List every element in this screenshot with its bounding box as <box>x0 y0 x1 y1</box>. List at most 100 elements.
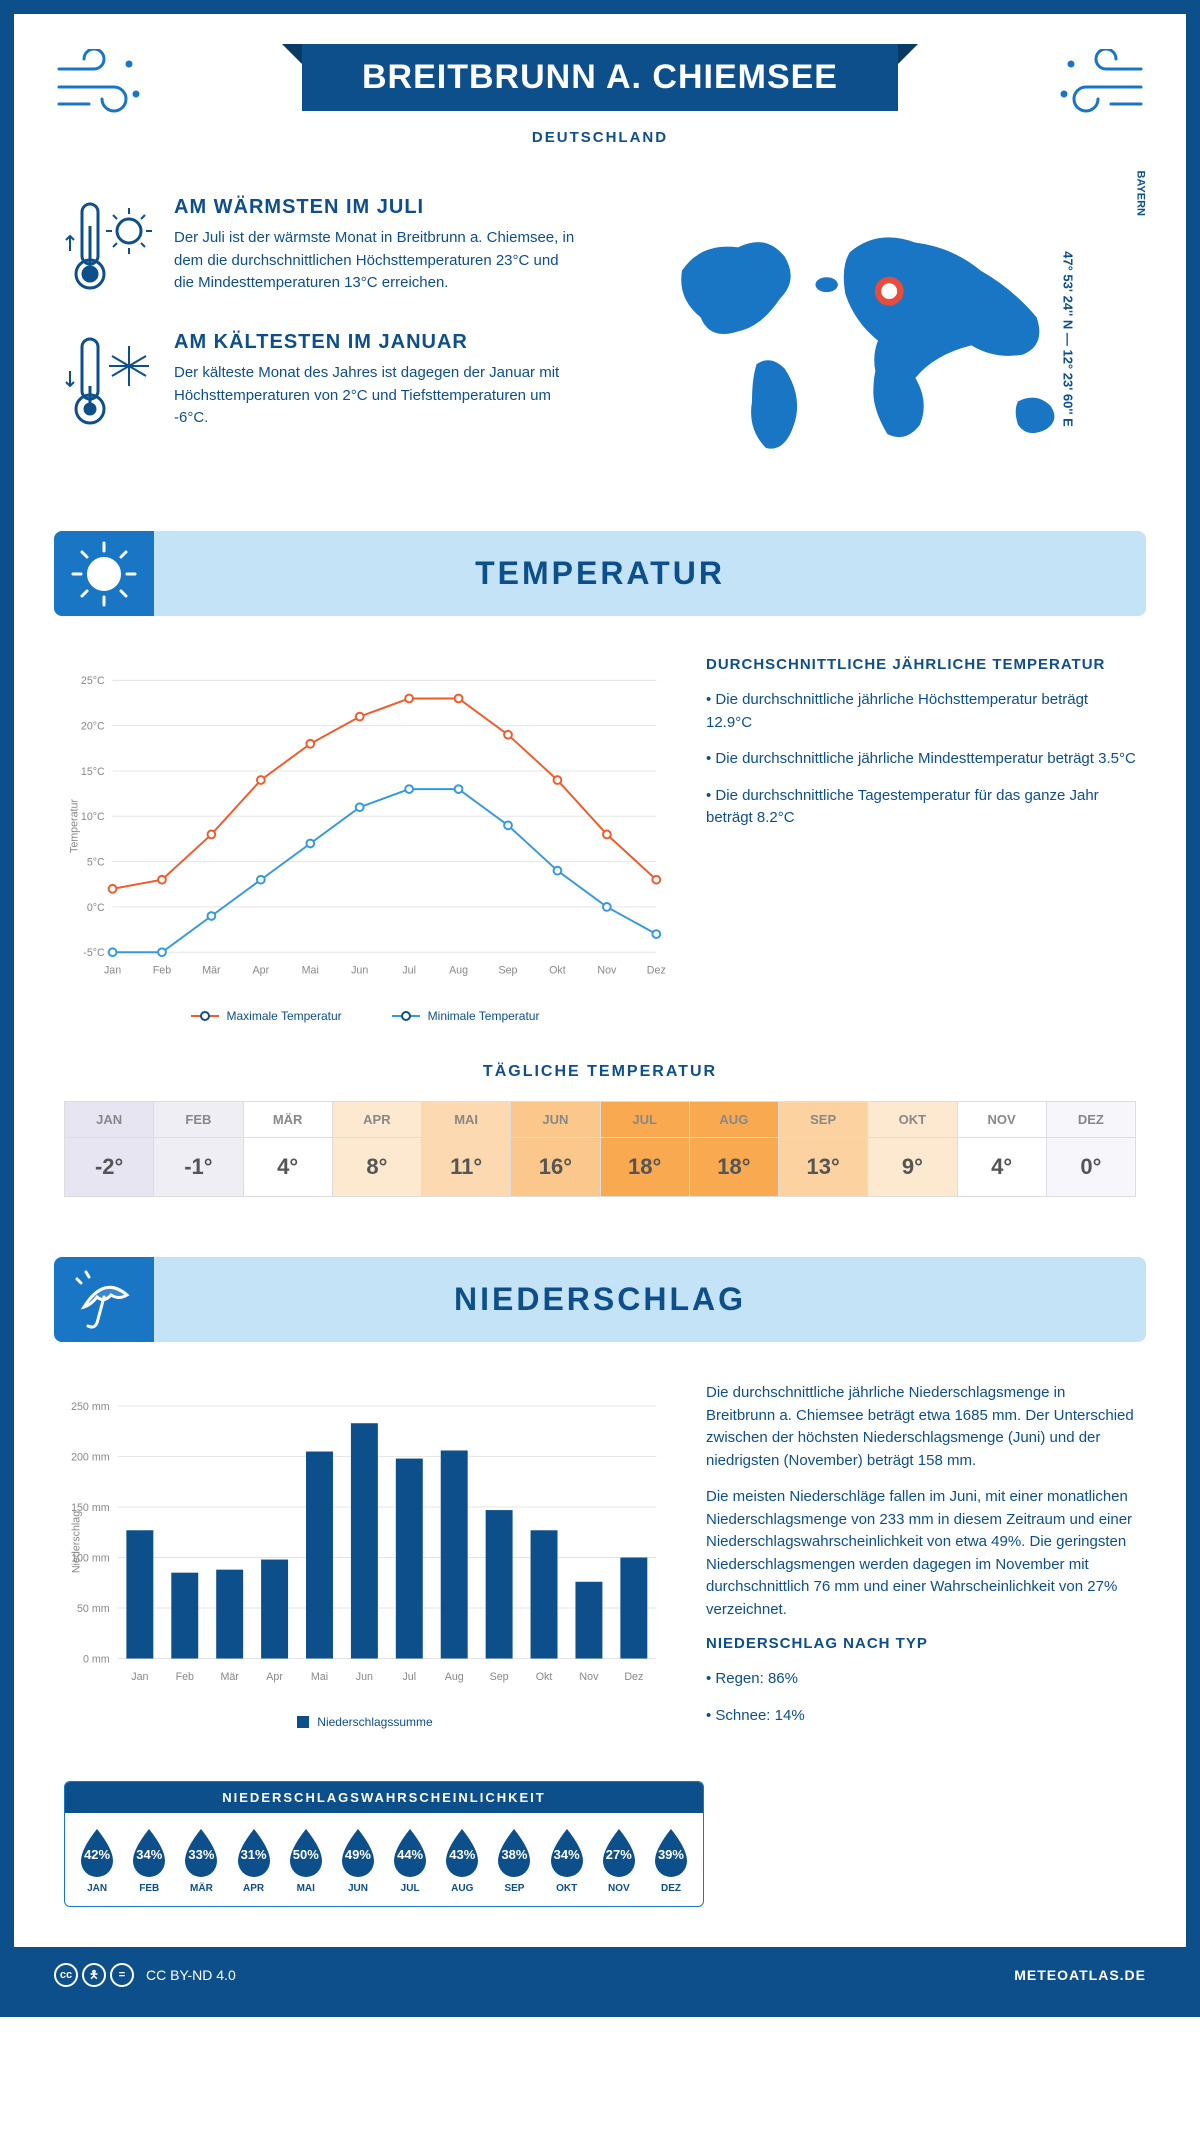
temp-content: -5°C0°C5°C10°C15°C20°C25°CJanFebMärAprMa… <box>14 636 1186 1043</box>
by-icon: 🯅 <box>82 1963 106 1987</box>
drop-month: JUN <box>334 1883 382 1894</box>
probability-drop: 49%JUN <box>334 1825 382 1894</box>
drop-pct: 34% <box>127 1847 171 1862</box>
svg-text:50 mm: 50 mm <box>77 1603 110 1615</box>
temp-bullet: • Die durchschnittliche Tagestemperatur … <box>706 785 1136 830</box>
temp-section-header: TEMPERATUR <box>54 531 1146 616</box>
temp-strip: JAN-2°FEB-1°MÄR4°APR8°MAI11°JUN16°JUL18°… <box>64 1101 1136 1197</box>
temp-cell-value: -1° <box>154 1138 242 1196</box>
temp-cell-value: 16° <box>511 1138 599 1196</box>
temp-cell: NOV4° <box>958 1102 1047 1196</box>
probability-drop: 27%NOV <box>595 1825 643 1894</box>
svg-text:200 mm: 200 mm <box>71 1451 110 1463</box>
temp-cell-month: MAI <box>422 1102 510 1138</box>
temp-cell-value: 18° <box>601 1138 689 1196</box>
world-map-icon <box>620 196 1136 476</box>
legend-max-label: Maximale Temperatur <box>227 1009 342 1023</box>
temp-cell-value: 4° <box>244 1138 332 1196</box>
temp-summary-title: DURCHSCHNITTLICHE JÄHRLICHE TEMPERATUR <box>706 656 1136 673</box>
drop-month: MAI <box>282 1883 330 1894</box>
svg-text:25°C: 25°C <box>81 675 105 687</box>
precip-text: Die durchschnittliche jährliche Niedersc… <box>706 1382 1136 1741</box>
svg-text:Aug: Aug <box>449 965 468 977</box>
drop-month: AUG <box>438 1883 486 1894</box>
temp-cell-month: JUL <box>601 1102 689 1138</box>
svg-text:10°C: 10°C <box>81 811 105 823</box>
temp-cell: DEZ0° <box>1047 1102 1135 1196</box>
svg-text:Dez: Dez <box>624 1671 643 1683</box>
temp-cell-month: SEP <box>779 1102 867 1138</box>
svg-text:Jul: Jul <box>402 1671 416 1683</box>
page-title: BREITBRUNN A. CHIEMSEE <box>302 44 898 111</box>
probability-title: NIEDERSCHLAGSWAHRSCHEINLICHKEIT <box>65 1782 703 1813</box>
temp-bullet: • Die durchschnittliche jährliche Mindes… <box>706 748 1136 771</box>
svg-text:0 mm: 0 mm <box>83 1653 110 1665</box>
svg-text:Aug: Aug <box>445 1671 464 1683</box>
temp-cell-month: DEZ <box>1047 1102 1135 1138</box>
probability-drop: 38%SEP <box>490 1825 538 1894</box>
cc-icon: cc <box>54 1963 78 1987</box>
cc-icons: cc 🯅 = <box>54 1963 134 1987</box>
footer-license: cc 🯅 = CC BY-ND 4.0 <box>54 1963 236 1987</box>
precip-heading: NIEDERSCHLAG <box>84 1281 1116 1318</box>
precip-section-header: NIEDERSCHLAG <box>54 1257 1146 1342</box>
temp-bullet: • Die durchschnittliche jährliche Höchst… <box>706 689 1136 734</box>
drop-pct: 34% <box>545 1847 589 1862</box>
temp-cell-value: 4° <box>958 1138 1046 1196</box>
coldest-title: AM KÄLTESTEN IM JANUAR <box>174 331 580 354</box>
temp-cell: MAI11° <box>422 1102 511 1196</box>
precip-legend: Niederschlagssumme <box>64 1715 666 1729</box>
thermometer-hot-icon <box>64 196 154 301</box>
temp-cell-month: NOV <box>958 1102 1046 1138</box>
intro-section: AM WÄRMSTEN IM JULI Der Juli ist der wär… <box>14 166 1186 511</box>
probability-drop: 31%APR <box>230 1825 278 1894</box>
drop-month: JUL <box>386 1883 434 1894</box>
svg-text:Nov: Nov <box>597 965 617 977</box>
temp-legend: .legend-swatch::after{border-color:inher… <box>64 1009 666 1023</box>
footer: cc 🯅 = CC BY-ND 4.0 METEOATLAS.DE <box>14 1947 1186 2003</box>
temp-cell-month: AUG <box>690 1102 778 1138</box>
temp-cell-month: JAN <box>65 1102 153 1138</box>
precip-content: 0 mm50 mm100 mm150 mm200 mm250 mmJanFebM… <box>14 1362 1186 1761</box>
drop-month: FEB <box>125 1883 173 1894</box>
temp-cell-month: FEB <box>154 1102 242 1138</box>
svg-text:Jul: Jul <box>402 965 416 977</box>
svg-text:Jan: Jan <box>131 1671 148 1683</box>
precip-p2: Die meisten Niederschläge fallen im Juni… <box>706 1486 1136 1621</box>
coldest-block: AM KÄLTESTEN IM JANUAR Der kälteste Mona… <box>64 331 580 436</box>
temp-cell-value: 9° <box>868 1138 956 1196</box>
drop-pct: 38% <box>492 1847 536 1862</box>
probability-drop: 43%AUG <box>438 1825 486 1894</box>
svg-text:Jun: Jun <box>356 1671 373 1683</box>
temp-cell-month: OKT <box>868 1102 956 1138</box>
temp-cell: SEP13° <box>779 1102 868 1196</box>
drop-month: MÄR <box>177 1883 225 1894</box>
temp-cell-value: 13° <box>779 1138 867 1196</box>
warmest-title: AM WÄRMSTEN IM JULI <box>174 196 580 219</box>
umbrella-icon <box>54 1257 154 1342</box>
svg-text:Apr: Apr <box>266 1671 283 1683</box>
temp-cell: MÄR4° <box>244 1102 333 1196</box>
temp-heading: TEMPERATUR <box>84 555 1116 592</box>
warmest-body: Der Juli ist der wärmste Monat in Breitb… <box>174 227 580 295</box>
drop-pct: 44% <box>388 1847 432 1862</box>
svg-text:Niederschlag: Niederschlag <box>71 1511 83 1573</box>
map-column: BAYERN 47° 53' 24'' N — 12° 23' 60'' E <box>620 196 1136 481</box>
temp-cell: JAN-2° <box>65 1102 154 1196</box>
temp-cell: JUN16° <box>511 1102 600 1196</box>
drop-pct: 50% <box>284 1847 328 1862</box>
nd-icon: = <box>110 1963 134 1987</box>
svg-text:5°C: 5°C <box>87 856 105 868</box>
drop-month: APR <box>230 1883 278 1894</box>
warmest-text: AM WÄRMSTEN IM JULI Der Juli ist der wär… <box>174 196 580 301</box>
precip-p1: Die durchschnittliche jährliche Niedersc… <box>706 1382 1136 1472</box>
intro-text-column: AM WÄRMSTEN IM JULI Der Juli ist der wär… <box>64 196 580 481</box>
svg-text:Jan: Jan <box>104 965 121 977</box>
precip-type-title: NIEDERSCHLAG NACH TYP <box>706 1635 1136 1652</box>
probability-drop: 42%JAN <box>73 1825 121 1894</box>
wind-icon <box>54 49 144 124</box>
temp-cell-value: -2° <box>65 1138 153 1196</box>
svg-text:Okt: Okt <box>536 1671 553 1683</box>
temp-cell: APR8° <box>333 1102 422 1196</box>
svg-text:Nov: Nov <box>579 1671 599 1683</box>
